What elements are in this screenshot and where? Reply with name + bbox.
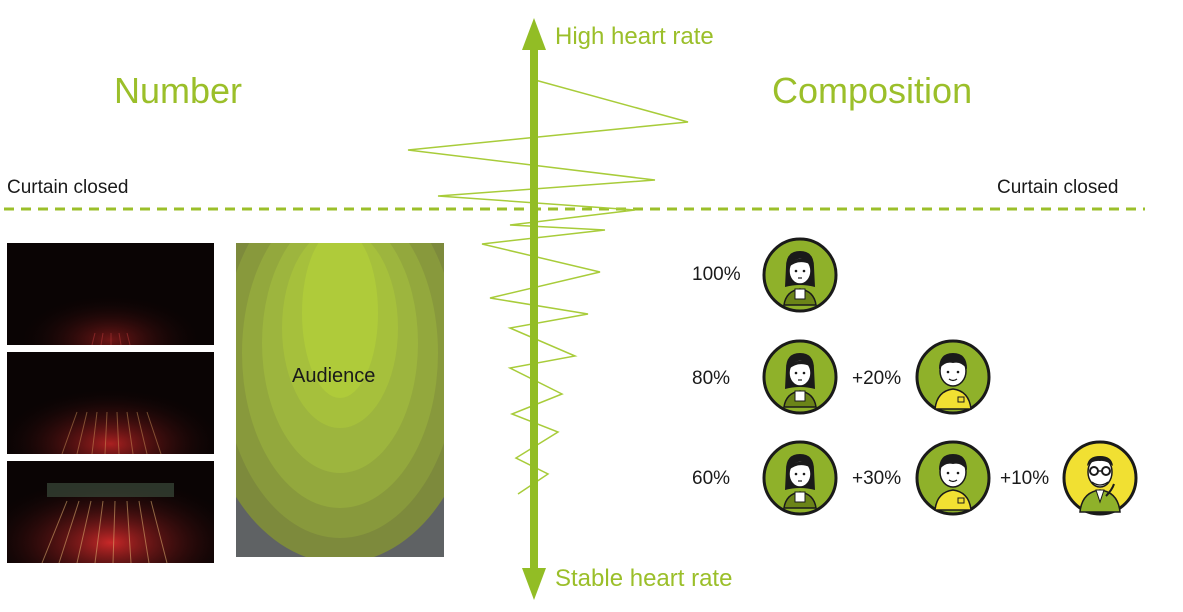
curtain-closed-left-label: Curtain closed — [7, 177, 129, 198]
axis-arrow-down-icon — [522, 568, 546, 600]
curtain-closed-right-label: Curtain closed — [997, 177, 1119, 198]
composition-row-1-percent: 100% — [692, 264, 741, 285]
composition-row-2-extra-1-percent: +20% — [852, 368, 902, 389]
audience-density-box: Audience — [236, 243, 444, 557]
composition-row-3-extra-1-percent: +30% — [852, 468, 902, 489]
boy-avatar-icon — [915, 440, 991, 516]
woman-avatar-icon — [762, 440, 838, 516]
composition-title: Composition — [772, 70, 973, 111]
man-glasses-avatar-icon — [1062, 440, 1138, 516]
theater-seats-thumbnail-2 — [7, 352, 214, 454]
audience-label: Audience — [292, 365, 376, 387]
woman-avatar-icon — [762, 237, 838, 313]
heart-rate-axis — [407, 18, 689, 600]
woman-avatar-icon — [762, 339, 838, 415]
composition-row-3-percent: 60% — [692, 468, 731, 489]
number-title: Number — [114, 70, 243, 111]
heart-rate-trace — [407, 79, 689, 495]
theater-seats-thumbnail-3 — [7, 461, 214, 563]
theater-seats-thumbnail-1 — [7, 243, 214, 345]
composition-row-3-extra-2-percent: +10% — [1000, 468, 1050, 489]
curtain-dashed-line — [4, 207, 1145, 211]
boy-avatar-icon — [915, 339, 991, 415]
composition-row-2-percent: 80% — [692, 368, 731, 389]
stable-heart-rate-label: Stable heart rate — [555, 565, 733, 592]
axis-arrow-up-icon — [522, 18, 546, 50]
high-heart-rate-label: High heart rate — [555, 23, 714, 50]
